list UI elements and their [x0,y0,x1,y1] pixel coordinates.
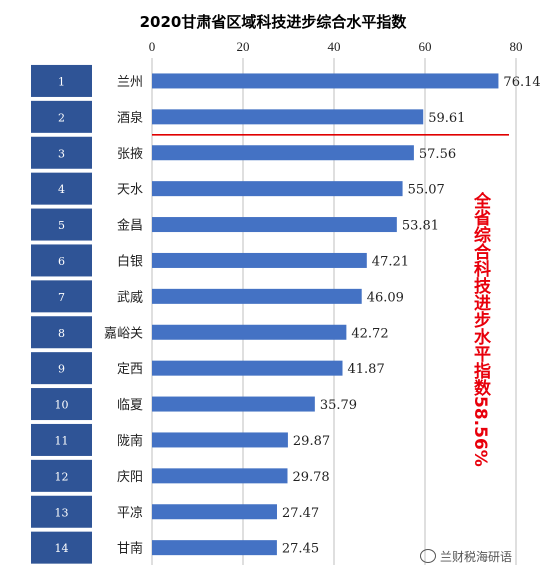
rank-box [31,388,92,421]
category-label: 武威 [117,290,143,305]
bar [152,217,397,233]
value-label: 29.87 [293,434,330,449]
rank-box [31,280,92,313]
rank-number: 6 [58,255,65,268]
category-label: 金昌 [117,218,143,234]
x-tick-label: 20 [237,39,250,54]
value-label: 57.56 [419,147,456,162]
category-label: 张掖 [117,147,143,162]
bar [152,109,424,125]
rank-box [31,208,92,241]
rank-number: 12 [55,470,69,483]
rank-number: 5 [58,219,65,232]
rank-box [31,316,92,349]
rank-number: 13 [55,506,69,519]
category-label: 白银 [117,253,143,269]
annotation-text: 全省综合科技进步水平指数58.56% [470,192,490,467]
value-label: 55.07 [408,183,445,198]
value-label: 27.47 [282,506,319,521]
x-tick-label: 80 [510,39,523,54]
rank-box [31,244,92,277]
value-label: 46.09 [367,290,404,305]
rank-number: 4 [58,183,65,196]
value-label: 29.78 [292,470,329,485]
bars [152,73,499,556]
x-tick-label: 60 [419,39,432,54]
bar [152,468,288,484]
rank-box [31,423,92,456]
value-label: 42.72 [351,326,388,341]
rank-number: 9 [58,363,65,376]
wechat-icon [420,549,436,563]
rank-number: 14 [55,542,69,555]
rank-box [31,459,92,492]
bar [152,504,277,520]
category-label: 临夏 [117,398,143,413]
watermark: 兰财税海研语 [420,548,512,565]
watermark-text: 兰财税海研语 [440,550,513,564]
rank-box [31,136,92,169]
bar [152,360,343,376]
rank-box [31,100,92,133]
value-label: 41.87 [348,362,385,377]
value-labels: 76.14 59.61 57.56 55.07 53.81 47.21 46.09 42.72… [282,75,541,557]
value-label: 53.81 [402,219,439,234]
category-label: 酒泉 [117,110,143,126]
category-label: 庆阳 [117,470,143,485]
bar [152,540,277,556]
rank-box [31,172,92,205]
bar [152,252,367,268]
rank-box [31,64,92,97]
rank-number: 7 [58,291,65,304]
bar [152,181,403,197]
value-label: 59.61 [428,111,465,126]
category-label: 天水 [117,183,143,198]
value-label: 35.79 [320,398,357,413]
rank-number: 1 [58,75,65,88]
rank-number: 11 [55,434,69,447]
category-label: 嘉峪关 [104,326,143,341]
bar [152,432,288,448]
chart-title: 2020甘肃省区域科技进步综合水平指数 [140,13,408,31]
bar [152,288,362,304]
rank-number: 2 [58,111,65,124]
category-label: 陇南 [117,433,143,449]
rank-number: 8 [58,327,65,340]
rank-number: 10 [55,399,69,412]
bar [152,145,414,161]
x-tick-label: 40 [328,39,341,54]
bar [152,324,347,340]
category-label: 定西 [117,362,143,377]
rank-box [31,531,92,564]
value-label: 27.45 [282,542,319,557]
x-tick-label: 0 [149,39,156,54]
x-axis-ticks: 0 20 40 60 80 [149,39,523,54]
rank-box [31,352,92,385]
rank-number: 3 [58,147,65,160]
category-label: 平凉 [117,506,143,521]
category-label: 甘南 [117,541,143,557]
value-label: 76.14 [503,75,540,90]
bar [152,396,315,412]
category-label: 兰州 [117,75,143,90]
value-label: 47.21 [372,254,409,269]
rank-box [31,495,92,528]
bar [152,73,499,89]
